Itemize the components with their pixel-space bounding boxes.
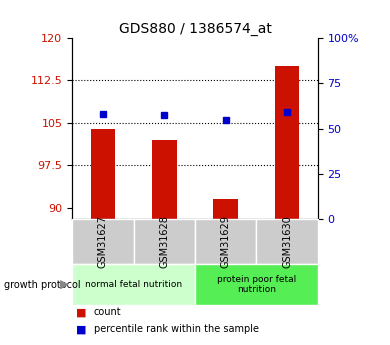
Text: percentile rank within the sample: percentile rank within the sample: [94, 325, 259, 334]
Bar: [90, 128, 115, 219]
Text: normal fetal nutrition: normal fetal nutrition: [85, 280, 182, 289]
Text: GSM31628: GSM31628: [159, 215, 169, 268]
Text: protein poor fetal
nutrition: protein poor fetal nutrition: [217, 275, 296, 294]
Text: ■: ■: [76, 325, 87, 334]
Text: GSM31627: GSM31627: [98, 215, 108, 268]
Text: GSM31630: GSM31630: [282, 215, 292, 268]
Bar: [152, 140, 177, 219]
Text: growth protocol: growth protocol: [4, 280, 80, 289]
Bar: [275, 66, 300, 219]
Text: count: count: [94, 307, 121, 317]
Text: ■: ■: [76, 307, 87, 317]
Text: GSM31629: GSM31629: [221, 215, 231, 268]
Title: GDS880 / 1386574_at: GDS880 / 1386574_at: [119, 21, 271, 36]
Bar: [213, 199, 238, 219]
